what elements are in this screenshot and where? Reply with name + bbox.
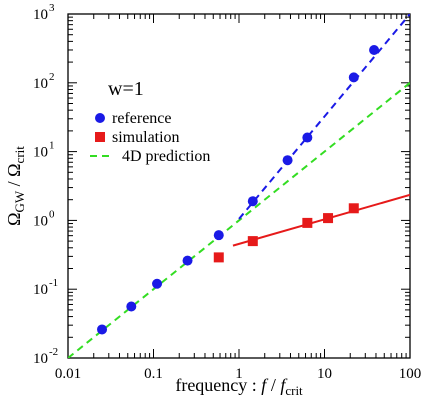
legend-marker-reference: [95, 113, 105, 123]
series-lines: [68, 14, 410, 358]
legend-label: 4D prediction: [122, 148, 210, 165]
simulation-point: [302, 217, 313, 228]
annotation-w: w=1: [108, 78, 144, 100]
y-tick-exponent: 0: [49, 208, 55, 220]
y-tick-exponent: 1: [49, 140, 55, 152]
y-tick-label: 10: [33, 7, 48, 23]
x-tick-label: 1: [235, 366, 243, 382]
y-tick-label: 10: [33, 76, 48, 92]
reference-point: [126, 301, 137, 312]
ticks: [67, 13, 411, 359]
legend: reference simulation 4D prediction: [90, 110, 210, 165]
simulation-point: [213, 252, 224, 263]
y-tick-exponent: -2: [49, 346, 58, 358]
fit-line: [238, 14, 410, 220]
legend-label: reference: [112, 110, 172, 127]
x-tick-label: 0.1: [144, 366, 163, 382]
reference-point: [348, 72, 359, 83]
reference-point: [152, 278, 163, 289]
reference-point: [182, 255, 193, 266]
y-tick-exponent: 3: [49, 2, 55, 14]
y-tick-exponent: 2: [49, 71, 55, 83]
x-tick-label: 0.01: [55, 366, 81, 382]
simulation-point: [247, 236, 258, 247]
legend-label: simulation: [112, 129, 180, 146]
series-points: [97, 44, 380, 335]
y-axis-label: ΩGW / Ωcrit: [4, 146, 27, 226]
y-tick-exponent: -1: [49, 277, 58, 289]
legend-marker-simulation: [95, 132, 105, 142]
4d-prediction-line: [68, 82, 410, 358]
y-tick-label: 10: [33, 213, 48, 229]
plot-frame: [67, 13, 411, 359]
reference-point: [247, 196, 258, 207]
x-tick-label: 10: [317, 366, 332, 382]
fit-line: [232, 193, 410, 247]
y-tick-label: 10: [33, 351, 48, 367]
y-tick-label: 10: [33, 282, 48, 298]
reference-point: [213, 230, 224, 241]
simulation-point: [348, 203, 359, 214]
reference-point: [302, 132, 313, 143]
reference-point: [97, 324, 108, 335]
y-tick-label: 10: [33, 145, 48, 161]
reference-point: [369, 44, 380, 55]
x-tick-label: 100: [399, 366, 422, 382]
x-axis-label: frequency : f / fcrit: [175, 375, 303, 398]
simulation-point: [323, 213, 334, 224]
reference-point: [282, 155, 293, 166]
